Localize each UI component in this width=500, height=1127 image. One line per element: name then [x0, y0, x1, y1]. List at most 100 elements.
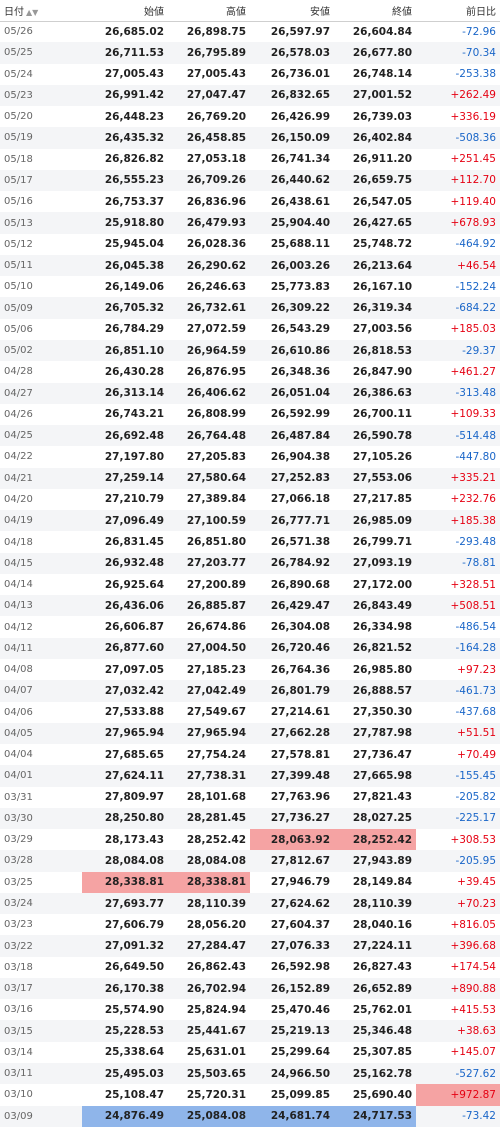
- cell-high: 26,732.61: [186, 302, 246, 315]
- table-row: 03/14 25,338.64 25,631.01 25,299.64 25,307.8…: [0, 1041, 500, 1064]
- cell-close: 26,821.52: [352, 642, 412, 655]
- table-row: 03/23 27,606.79 28,056.20 27,604.37 28,040.1…: [0, 914, 500, 936]
- cell-high: 27,042.49: [186, 684, 246, 697]
- cell-close: 27,105.26: [352, 450, 412, 463]
- cell-high: 27,203.77: [186, 557, 246, 570]
- cell-low: 26,592.99: [270, 408, 330, 421]
- cell-date: 04/11: [4, 642, 33, 654]
- cell-close: 26,402.84: [352, 131, 412, 144]
- cell-date: 04/08: [4, 664, 33, 676]
- table-row: 04/05 27,965.94 27,965.94 27,662.28 27,787.9…: [0, 722, 500, 745]
- cell-high: 27,284.47: [186, 940, 246, 953]
- table-row: 05/19 26,435.32 26,458.85 26,150.09 26,402.8…: [0, 127, 500, 149]
- cell-high: 26,674.86: [186, 621, 246, 634]
- cell-date: 05/18: [4, 153, 33, 165]
- cell-date: 05/16: [4, 196, 33, 208]
- cell-change: -72.96: [462, 25, 496, 38]
- cell-open: 26,435.32: [104, 131, 164, 144]
- cell-date: 04/18: [4, 536, 33, 548]
- cell-date: 04/06: [4, 706, 33, 718]
- cell-close: 25,762.01: [352, 1003, 412, 1016]
- cell-close: 28,110.39: [352, 897, 412, 910]
- cell-change: +70.23: [457, 897, 496, 910]
- cell-open: 27,809.97: [104, 791, 164, 804]
- cell-high: 25,631.01: [186, 1046, 246, 1059]
- cell-close: 27,003.56: [352, 323, 412, 336]
- cell-change: +112.70: [450, 174, 496, 187]
- cell-open: 26,313.14: [104, 387, 164, 400]
- cell-close: 27,665.98: [352, 769, 412, 782]
- cell-open: 27,097.05: [104, 663, 164, 676]
- cell-low: 26,720.46: [270, 642, 330, 655]
- cell-date: 03/23: [4, 919, 33, 931]
- cell-low: 26,348.36: [270, 365, 330, 378]
- cell-open: 26,826.82: [104, 153, 164, 166]
- cell-change: -447.80: [455, 450, 496, 463]
- cell-date: 05/26: [4, 26, 33, 38]
- column-header-close: 終値: [334, 0, 416, 22]
- cell-change: -152.24: [455, 280, 496, 293]
- cell-high: 26,808.99: [186, 408, 246, 421]
- cell-date: 04/19: [4, 515, 33, 527]
- cell-close: 26,748.14: [352, 68, 412, 81]
- cell-date: 04/15: [4, 557, 33, 569]
- cell-low: 26,487.84: [270, 429, 330, 442]
- table-row: 04/26 26,743.21 26,808.99 26,592.99 26,700.1…: [0, 403, 500, 426]
- cell-low: 26,890.68: [270, 578, 330, 591]
- cell-date: 05/11: [4, 260, 33, 272]
- cell-change: +890.88: [450, 982, 496, 995]
- cell-open: 27,210.79: [104, 493, 164, 506]
- table-body: 05/26 26,685.02 26,898.75 26,597.97 26,604.8…: [0, 21, 500, 1127]
- cell-high: 26,028.36: [186, 238, 246, 251]
- cell-low: 27,812.67: [270, 854, 330, 867]
- sort-icon[interactable]: ▲▼: [26, 7, 39, 17]
- cell-date: 04/20: [4, 493, 33, 505]
- cell-high: 27,005.43: [186, 68, 246, 81]
- cell-change: +174.54: [450, 961, 496, 974]
- table-row: 05/13 25,918.80 26,479.93 25,904.40 26,427.6…: [0, 212, 500, 234]
- cell-change: +415.53: [450, 1003, 496, 1016]
- cell-date: 03/16: [4, 1004, 33, 1016]
- cell-high: 26,851.80: [186, 536, 246, 548]
- cell-date: 05/25: [4, 47, 33, 59]
- column-header-high: 高値: [168, 0, 250, 22]
- cell-high: 25,824.94: [186, 1003, 246, 1016]
- cell-low: 27,214.61: [270, 706, 330, 719]
- cell-low: 27,736.27: [270, 812, 330, 825]
- cell-change: +109.33: [450, 408, 496, 421]
- cell-low: 27,946.79: [270, 876, 330, 889]
- cell-open: 27,624.11: [104, 769, 164, 782]
- cell-open: 26,170.38: [104, 982, 164, 995]
- cell-low: 25,688.11: [270, 238, 330, 251]
- cell-date: 03/25: [4, 876, 33, 888]
- cell-low: 26,152.89: [270, 982, 330, 995]
- cell-open: 28,338.81: [82, 871, 168, 893]
- column-header-change: 前日比: [416, 0, 500, 22]
- cell-close: 27,350.30: [352, 706, 412, 719]
- cell-low: 26,429.47: [270, 599, 330, 612]
- cell-change: -437.68: [455, 706, 496, 719]
- cell-close: 26,659.75: [352, 174, 412, 187]
- cell-open: 27,005.43: [104, 68, 164, 81]
- cell-change: +119.40: [450, 195, 496, 208]
- cell-low: 27,076.33: [270, 940, 330, 953]
- cell-low: 26,571.38: [270, 536, 330, 548]
- cell-open: 26,932.48: [104, 557, 164, 570]
- cell-open: 26,649.50: [104, 961, 164, 974]
- table-row: 03/30 28,250.80 28,281.45 27,736.27 28,027.2…: [0, 807, 500, 830]
- cell-open: 26,991.42: [104, 89, 164, 102]
- cell-close: 25,162.78: [352, 1067, 412, 1080]
- cell-open: 26,711.53: [104, 46, 164, 59]
- table-row: 05/25 26,711.53 26,795.89 26,578.03 26,677.8…: [0, 42, 500, 64]
- cell-change: -155.45: [455, 769, 496, 782]
- cell-low: 26,438.61: [270, 195, 330, 208]
- cell-date: 03/29: [4, 834, 33, 846]
- table-row: 04/07 27,032.42 27,042.49 26,801.79 26,888.5…: [0, 680, 500, 702]
- cell-high: 26,290.62: [186, 259, 246, 272]
- column-header-date[interactable]: 日付 ▲▼: [0, 0, 82, 22]
- cell-date: 04/28: [4, 366, 33, 378]
- cell-change: -225.17: [455, 812, 496, 825]
- cell-change: +678.93: [450, 217, 496, 230]
- cell-open: 26,743.21: [104, 408, 164, 421]
- cell-date: 05/10: [4, 281, 33, 293]
